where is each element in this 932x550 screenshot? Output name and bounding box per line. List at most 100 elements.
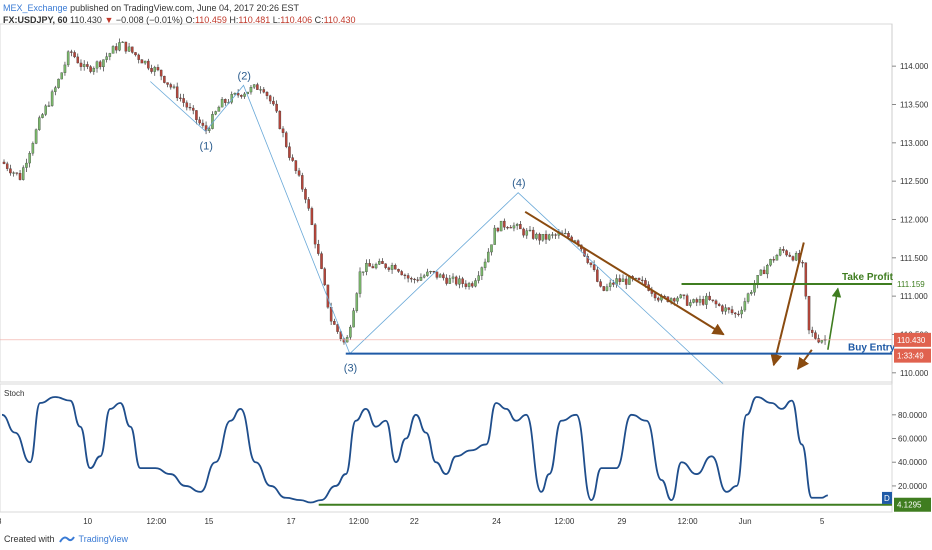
candle-body bbox=[166, 82, 169, 85]
price-axis-label: 113.000 bbox=[900, 139, 929, 148]
candle-body bbox=[724, 307, 727, 312]
price-axis-label: 112.500 bbox=[900, 177, 929, 186]
open-value: 110.459 bbox=[194, 15, 227, 25]
publisher-link[interactable]: MEX_Exchange bbox=[3, 3, 68, 13]
time-axis-label: 15 bbox=[204, 517, 213, 526]
price-pane: 114.000 113.500 113.000 112.500 112.000 111.5… bbox=[0, 23, 931, 512]
candle-body bbox=[769, 259, 772, 266]
candle-body bbox=[541, 234, 545, 241]
candle-body bbox=[621, 278, 625, 282]
candle-body bbox=[188, 106, 192, 109]
candle-body bbox=[422, 275, 426, 278]
tradingview-logo-icon bbox=[58, 536, 75, 543]
candle-body bbox=[554, 234, 557, 236]
candle-body bbox=[259, 89, 262, 91]
candle-body bbox=[118, 42, 121, 51]
candle-body bbox=[801, 262, 804, 264]
wave-label: (3) bbox=[344, 363, 357, 375]
chart-header: MEX_Exchange published on TradingView.co… bbox=[3, 2, 356, 26]
candle-body bbox=[256, 84, 259, 90]
stoch-level-tag-bg bbox=[894, 497, 931, 512]
candle-body bbox=[454, 276, 458, 285]
candle-body bbox=[278, 110, 282, 129]
candle-body bbox=[394, 265, 397, 270]
time-axis-label: 29 bbox=[617, 517, 626, 526]
candle-body bbox=[307, 199, 310, 209]
candle-body bbox=[413, 278, 416, 281]
candle-body bbox=[236, 93, 240, 96]
candle-body bbox=[685, 295, 689, 306]
candle-body bbox=[5, 163, 9, 169]
candle-body bbox=[175, 86, 179, 99]
candle-body bbox=[592, 264, 596, 271]
candle-body bbox=[156, 67, 160, 71]
candle-body bbox=[349, 326, 352, 338]
candle-body bbox=[268, 95, 272, 102]
last-price: 110.430 bbox=[70, 15, 102, 25]
stoch-marker: D bbox=[884, 494, 890, 503]
candle-body bbox=[451, 276, 455, 279]
candle-body bbox=[249, 86, 253, 93]
candle-body bbox=[467, 283, 471, 287]
price-axis-label: 112.000 bbox=[900, 215, 929, 224]
candle-body bbox=[599, 281, 602, 287]
time-axis-label: 17 bbox=[287, 517, 296, 526]
take-profit-label: Take Profit bbox=[842, 272, 894, 283]
candle-body bbox=[416, 279, 419, 281]
candle-body bbox=[147, 60, 150, 69]
candle-body bbox=[499, 220, 503, 232]
candle-body bbox=[535, 233, 538, 239]
time-axis-label: 12:00 bbox=[146, 517, 167, 526]
candle-body bbox=[66, 51, 70, 66]
candle-body bbox=[785, 250, 788, 256]
current-price-tag: 110.430 bbox=[897, 336, 926, 345]
candle-body bbox=[708, 295, 711, 301]
candle-body bbox=[320, 253, 323, 269]
candle-body bbox=[791, 256, 795, 261]
take-profit-price-tag: 111.159 bbox=[897, 280, 925, 289]
candle-body bbox=[547, 234, 551, 240]
candle-body bbox=[657, 297, 660, 301]
countdown-tag: 1:33:49 bbox=[897, 352, 924, 361]
tradingview-brand[interactable]: TradingView bbox=[78, 534, 129, 544]
candle-body bbox=[297, 170, 301, 176]
candle-body bbox=[782, 249, 785, 251]
candle-body bbox=[772, 259, 775, 261]
candle-body bbox=[291, 157, 294, 161]
stoch-axis-label: 80.0000 bbox=[898, 411, 927, 420]
candle-body bbox=[284, 132, 288, 147]
candle-body bbox=[721, 305, 724, 312]
candle-body bbox=[429, 271, 432, 273]
candle-body bbox=[419, 277, 423, 281]
candle-body bbox=[179, 97, 182, 99]
candle-body bbox=[63, 64, 67, 73]
candle-body bbox=[448, 278, 452, 284]
candle-body bbox=[692, 299, 695, 303]
high-label: H: bbox=[229, 15, 239, 25]
wave-label: (4) bbox=[512, 178, 525, 190]
candle-body bbox=[564, 233, 567, 235]
candle-body bbox=[624, 278, 628, 285]
candle-body bbox=[198, 119, 201, 124]
candle-body bbox=[371, 266, 375, 269]
stoch-axis-label: 40.0000 bbox=[898, 458, 927, 467]
candle-body bbox=[496, 227, 500, 232]
candle-body bbox=[814, 332, 817, 339]
candle-body bbox=[766, 264, 769, 275]
candle-body bbox=[522, 228, 525, 236]
candle-body bbox=[717, 303, 721, 306]
candle-body bbox=[355, 293, 359, 311]
close-value: 110.430 bbox=[323, 15, 356, 25]
candle-body bbox=[714, 300, 718, 305]
candle-body bbox=[807, 296, 811, 331]
candle-body bbox=[185, 102, 189, 108]
candle-body bbox=[695, 299, 699, 303]
price-axis-label: 113.500 bbox=[900, 100, 929, 109]
candle-body bbox=[640, 279, 644, 281]
candle-body bbox=[474, 280, 477, 287]
price-axis-label: 110.000 bbox=[900, 369, 929, 378]
candle-body bbox=[438, 274, 442, 278]
candle-body bbox=[310, 208, 314, 225]
trend-arrow bbox=[524, 210, 725, 336]
